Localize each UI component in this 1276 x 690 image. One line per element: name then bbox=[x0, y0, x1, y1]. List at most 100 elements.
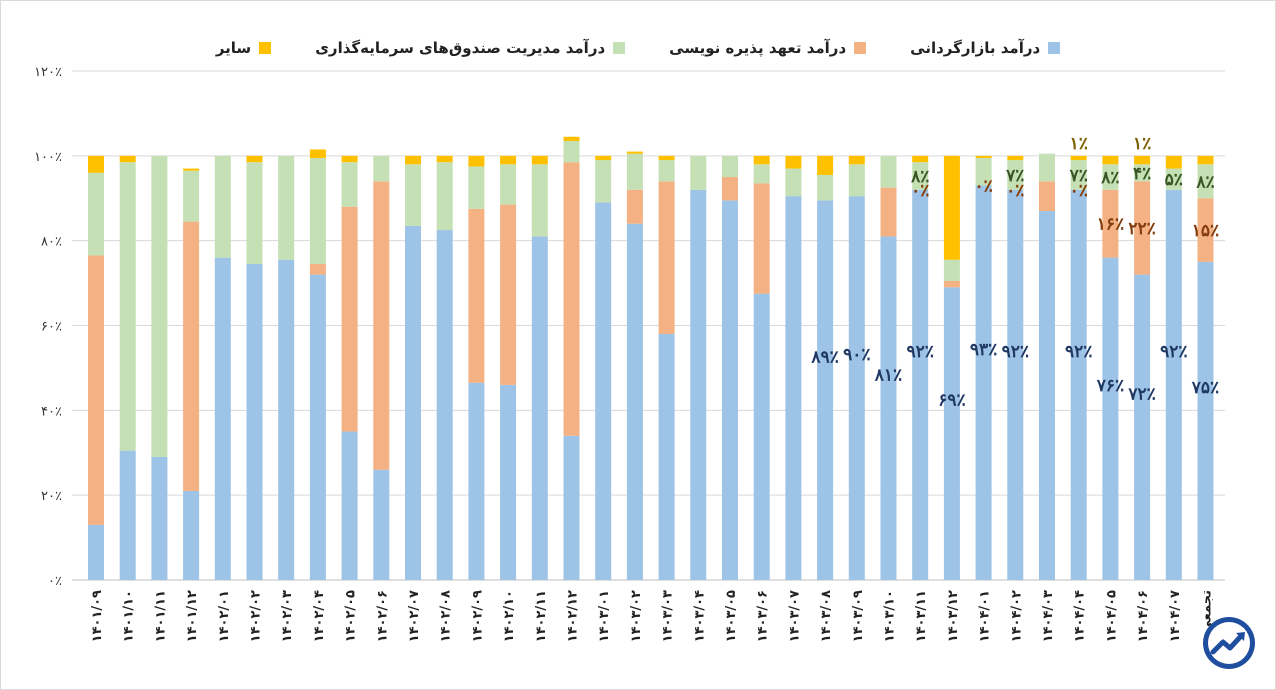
data-label: ۷۶٪ bbox=[1096, 376, 1124, 396]
bar-segment-fund-management bbox=[753, 164, 770, 184]
x-category-label: ۱۴۰۲/۰۹ bbox=[470, 590, 485, 642]
bar-segment-market-making bbox=[405, 225, 421, 580]
x-category-label: ۱۴۰۲/۰۸ bbox=[439, 590, 454, 642]
bar-segment-fund-management bbox=[468, 166, 485, 209]
x-category-label: ۱۴۰۲/۰۱ bbox=[217, 590, 232, 642]
x-category-label: ۱۴۰۱/۱۲ bbox=[185, 590, 200, 642]
bar-segment-market-making bbox=[1102, 257, 1119, 580]
bar-segment-underwriting bbox=[563, 162, 580, 436]
bar-segment-other bbox=[405, 155, 421, 165]
data-label: ۵٪ bbox=[1165, 170, 1183, 190]
bar-segment-other bbox=[1134, 155, 1151, 165]
bar-segment-market-making bbox=[500, 384, 517, 580]
x-category-label: ۱۴۰۲/۰۴ bbox=[312, 590, 327, 642]
data-label: ۷۲٪ bbox=[1127, 384, 1155, 404]
y-tick-label: ۲۰٪ bbox=[41, 489, 62, 504]
bar-segment-market-making bbox=[658, 333, 675, 580]
bar-segment-fund-management bbox=[531, 164, 548, 237]
bar-segment-market-making bbox=[468, 382, 485, 580]
data-label: ۸۱٪ bbox=[874, 365, 902, 385]
bar-segment-market-making bbox=[1197, 261, 1214, 580]
bar-segment-fund-management bbox=[1070, 160, 1087, 190]
x-category-label: ۱۴۰۲/۰۳ bbox=[280, 590, 295, 642]
legend-swatch-underwriting bbox=[854, 42, 867, 54]
bar-segment-market-making bbox=[183, 490, 200, 580]
bar-segment-fund-management bbox=[848, 164, 865, 197]
data-label: ۱۵٪ bbox=[1192, 221, 1219, 241]
bar-segment-other bbox=[309, 149, 326, 158]
bar-segment-fund-management bbox=[309, 157, 326, 264]
bar-segment-market-making bbox=[595, 202, 612, 580]
bar-segment-other bbox=[1165, 155, 1182, 169]
bar-segment-other bbox=[341, 155, 358, 163]
legend-swatch-other bbox=[259, 42, 272, 54]
bar-segment-fund-management bbox=[563, 140, 580, 163]
data-label: ۷۵٪ bbox=[1191, 378, 1219, 398]
data-label: ۰٪ bbox=[1006, 181, 1024, 201]
data-label: ۹۲٪ bbox=[1065, 342, 1092, 362]
legend: درآمد بازارگردانی درآمد تعهد پذیره نویسی… bbox=[0, 34, 1276, 62]
bar-segment-market-making bbox=[278, 259, 295, 580]
data-label: ۹۲٪ bbox=[1002, 342, 1029, 362]
y-tick-label: ۰٪ bbox=[48, 574, 62, 589]
x-category-label: ۱۴۰۳/۰۸ bbox=[819, 590, 834, 642]
x-category-label: ۱۴۰۳/۰۴ bbox=[692, 590, 707, 642]
x-category-label: ۱۴۰۲/۰۷ bbox=[407, 590, 422, 642]
bar-segment-market-making bbox=[912, 189, 929, 580]
bar-segment-fund-management bbox=[722, 155, 738, 178]
bar-segment-other bbox=[975, 155, 992, 158]
data-label: ۶۹٪ bbox=[938, 391, 965, 411]
data-label: ۹۰٪ bbox=[843, 345, 870, 365]
x-category-label: ۱۴۰۱/۱۱ bbox=[153, 590, 168, 642]
data-label: ۹۳٪ bbox=[970, 340, 997, 360]
bar-segment-fund-management bbox=[436, 162, 453, 231]
legend-label-market-making: درآمد بازارگردانی bbox=[910, 39, 1041, 57]
bar-segment-market-making bbox=[214, 257, 231, 580]
data-label: ۸٪ bbox=[1100, 168, 1119, 188]
bar-segment-market-making bbox=[690, 189, 707, 580]
bar-segment-underwriting bbox=[373, 181, 390, 470]
bar-segment-other bbox=[119, 155, 136, 163]
bar-segment-fund-management bbox=[500, 164, 517, 205]
bar-segment-fund-management bbox=[119, 162, 136, 451]
bar-segment-other bbox=[595, 155, 612, 161]
bar-segment-market-making bbox=[626, 223, 643, 580]
trend-arrow-logo-icon bbox=[1203, 617, 1255, 669]
bar-segment-market-making bbox=[1165, 189, 1182, 580]
bar-segment-other bbox=[1070, 155, 1087, 161]
bar-segment-fund-management bbox=[658, 160, 675, 182]
bar-segment-other bbox=[563, 136, 580, 141]
legend-item-underwriting: درآمد تعهد پذیره نویسی bbox=[669, 34, 867, 62]
bar-segment-fund-management bbox=[1102, 164, 1119, 190]
bar-segment-fund-management bbox=[183, 170, 200, 222]
x-category-label: ۱۴۰۲/۰۵ bbox=[344, 590, 359, 642]
bar-segment-other bbox=[753, 155, 770, 165]
y-tick-label: ۱۰۰٪ bbox=[34, 150, 62, 165]
x-category-label: ۱۴۰۳/۰۳ bbox=[661, 590, 676, 642]
x-category-label: ۱۴۰۴/۰۱ bbox=[978, 590, 993, 642]
x-category-label: ۱۴۰۲/۰۶ bbox=[375, 590, 390, 642]
x-category-label: ۱۴۰۳/۱۲ bbox=[946, 590, 961, 642]
bar-segment-fund-management bbox=[405, 164, 421, 226]
bar-segment-underwriting bbox=[626, 189, 643, 224]
data-label: ۰٪ bbox=[974, 177, 992, 197]
legend-item-market-making: درآمد بازارگردانی bbox=[910, 34, 1061, 62]
legend-swatch-market-making bbox=[1048, 42, 1061, 54]
bar-segment-market-making bbox=[880, 236, 897, 581]
legend-label-fund-management: درآمد مدیریت صندوق‌های سرمایه‌گذاری bbox=[315, 39, 606, 57]
data-label: ۲۲٪ bbox=[1128, 219, 1155, 239]
data-label: ۸٪ bbox=[910, 167, 929, 187]
x-category-label: تجمعی bbox=[1200, 590, 1215, 633]
bar-segment-underwriting bbox=[1134, 181, 1151, 275]
bar-segment-other bbox=[183, 168, 200, 171]
x-category-label: ۱۴۰۳/۰۶ bbox=[756, 590, 771, 642]
data-label: ۹۲٪ bbox=[906, 342, 933, 362]
bar-segment-fund-management bbox=[975, 157, 992, 186]
bar-segment-other bbox=[1102, 155, 1119, 165]
bar-segment-underwriting bbox=[183, 221, 200, 491]
bar-segment-other bbox=[88, 155, 104, 173]
data-label: ۷٪ bbox=[1069, 166, 1088, 186]
bar-segment-market-making bbox=[1007, 189, 1024, 580]
x-category-label: ۱۴۰۲/۱۱ bbox=[534, 590, 549, 642]
bar-segment-market-making bbox=[753, 293, 770, 580]
